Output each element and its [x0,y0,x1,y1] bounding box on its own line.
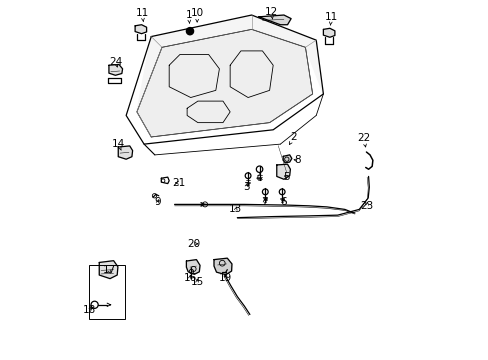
Text: 23: 23 [360,201,373,211]
Text: 2: 2 [290,132,297,142]
Polygon shape [135,25,146,34]
Text: 21: 21 [172,178,185,188]
Polygon shape [214,258,231,275]
Polygon shape [137,15,323,112]
Text: 1: 1 [185,10,192,20]
Text: 14: 14 [111,139,124,149]
Text: 19: 19 [219,273,232,283]
Text: 16: 16 [183,273,196,283]
Text: 9: 9 [154,197,161,207]
Text: 11: 11 [135,8,149,18]
Text: 12: 12 [264,7,278,17]
Circle shape [186,28,193,35]
Text: 22: 22 [356,133,369,143]
Text: 17: 17 [102,265,115,275]
Bar [88,265,125,319]
Text: 5: 5 [283,172,289,182]
Text: 18: 18 [83,305,96,315]
Polygon shape [323,28,334,37]
Polygon shape [99,261,118,279]
Text: 13: 13 [229,204,242,215]
Text: 24: 24 [109,57,122,67]
Text: 11: 11 [324,12,337,22]
Polygon shape [109,64,122,75]
Text: 8: 8 [294,155,300,165]
Text: 7: 7 [261,197,267,207]
Polygon shape [186,260,200,274]
Polygon shape [276,164,290,179]
Polygon shape [258,15,290,25]
Text: 6: 6 [280,197,286,207]
Polygon shape [283,155,291,163]
Polygon shape [118,146,132,159]
Text: 15: 15 [190,277,203,287]
Text: 10: 10 [190,8,203,18]
Text: 4: 4 [255,173,262,183]
Text: 20: 20 [187,239,201,249]
Polygon shape [137,30,312,137]
Text: 3: 3 [243,182,249,192]
